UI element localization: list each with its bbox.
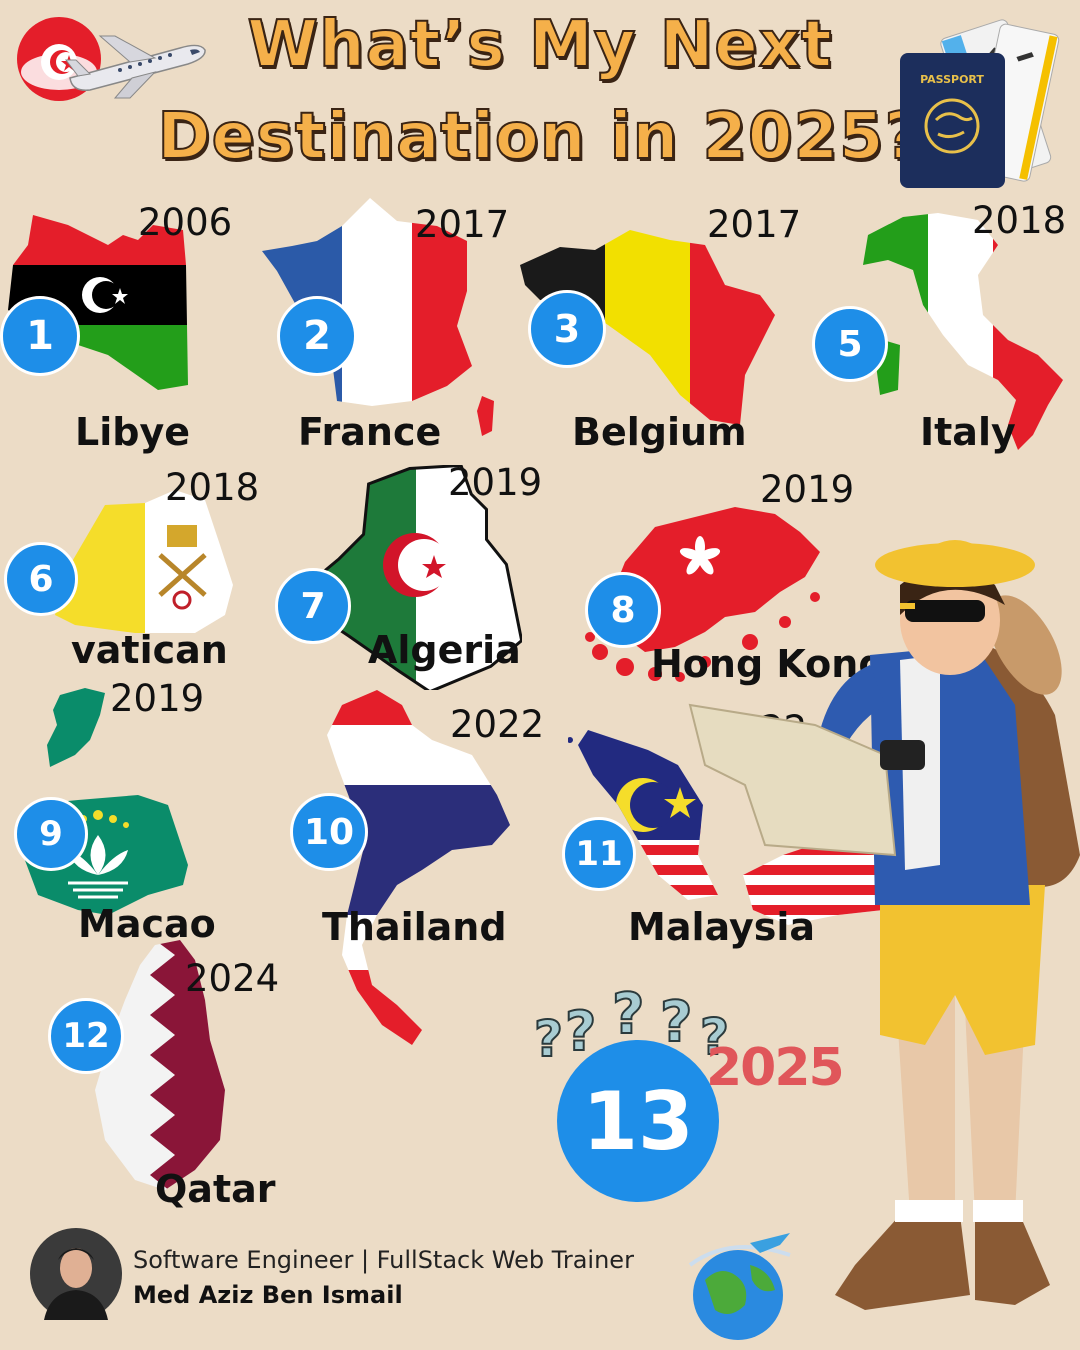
author-role: Software Engineer | FullStack Web Traine…: [133, 1246, 634, 1274]
destination-country-name: Macao: [78, 902, 216, 946]
destination-italy: 5 Italy 2018: [0, 0, 1066, 454]
destination-france: 2 France 2017: [0, 0, 509, 454]
destination-number-badge: 11: [562, 817, 636, 891]
destination-year: 2017: [415, 203, 510, 246]
next-destination-year: 2025: [706, 1038, 845, 1098]
destination-year: 2022: [450, 703, 545, 746]
destination-country-name: vatican: [71, 628, 228, 672]
destination-macao: 9 Macao 2019: [0, 0, 216, 946]
destination-year: 2019: [448, 461, 543, 504]
next-destination-number-badge: 13: [557, 1040, 719, 1202]
page-title-line-2: Destination in 2025?: [156, 99, 923, 175]
destination-country-name: Italy: [920, 410, 1016, 454]
macao-map-island: [47, 688, 105, 767]
qatar-map-flag: [95, 940, 225, 1190]
destination-qatar: 12 Qatar 2024: [0, 0, 279, 1211]
destination-number-badge: 8: [585, 572, 661, 648]
destination-number-badge: 7: [275, 568, 351, 644]
destination-number-badge: 3: [528, 290, 606, 368]
question-mark: ?: [533, 1009, 564, 1069]
traveler-illustration: [688, 540, 1080, 1310]
destination-year: 2018: [165, 466, 260, 509]
destination-country-name: Qatar: [155, 1167, 276, 1211]
destination-number-badge: 12: [48, 998, 124, 1074]
svg-text:PASSPORT: PASSPORT: [920, 73, 984, 86]
destination-number-badge: 6: [4, 542, 78, 616]
destination-year: 2018: [972, 199, 1067, 242]
destination-algeria: 7 Algeria 2019: [0, 0, 542, 690]
author-avatar: [30, 1228, 122, 1320]
destination-belgium: 3 Belgium 2017: [0, 0, 801, 454]
destination-country-name: Thailand: [322, 905, 507, 949]
question-mark: ?: [699, 1007, 730, 1067]
destination-number-badge: 10: [290, 793, 368, 871]
destination-country-name: Algeria: [368, 628, 521, 672]
destination-country-name: Belgium: [572, 410, 747, 454]
passport-icon: PASSPORT: [900, 19, 1060, 188]
france-map-flag: [262, 198, 494, 436]
destination-country-name: Hong Kong: [651, 642, 886, 686]
destination-number-badge: 9: [14, 797, 88, 871]
destination-year: 2017: [707, 203, 802, 246]
destination-country-name: France: [298, 410, 442, 454]
page-title-line-1: What’s My Next: [246, 7, 833, 83]
destination-year: 2019: [110, 677, 205, 720]
destination-number-badge: 2: [277, 296, 357, 376]
destination-country-name: Malaysia: [628, 905, 816, 949]
destination-year: 2024: [185, 957, 280, 1000]
question-mark: ?: [611, 981, 646, 1048]
globe-plane-icon: [688, 1233, 791, 1340]
destination-number-badge: 5: [812, 306, 888, 382]
italy-map-flag: [863, 213, 1063, 450]
destination-number-badge: 1: [0, 296, 80, 376]
thailand-map-flag: [327, 690, 510, 1045]
destination-year: 2019: [760, 468, 855, 511]
belgium-map-flag: [520, 230, 775, 425]
author-name: Med Aziz Ben Ismail: [133, 1281, 403, 1309]
airplane-icon: [65, 35, 206, 99]
next-destination: ? ? ? ? ? 13 2025: [0, 0, 845, 1202]
destination-country-name: Libye: [75, 410, 190, 454]
destination-thailand: 10 Thailand 2022: [0, 0, 544, 1045]
destination-vatican: 6 vatican 2018: [0, 0, 259, 672]
destination-hong-kong: 8 Hong Kong 2019: [0, 0, 886, 686]
destination-year: 2006: [138, 201, 233, 244]
destination-libye: 1 Libye 2006: [0, 0, 232, 454]
